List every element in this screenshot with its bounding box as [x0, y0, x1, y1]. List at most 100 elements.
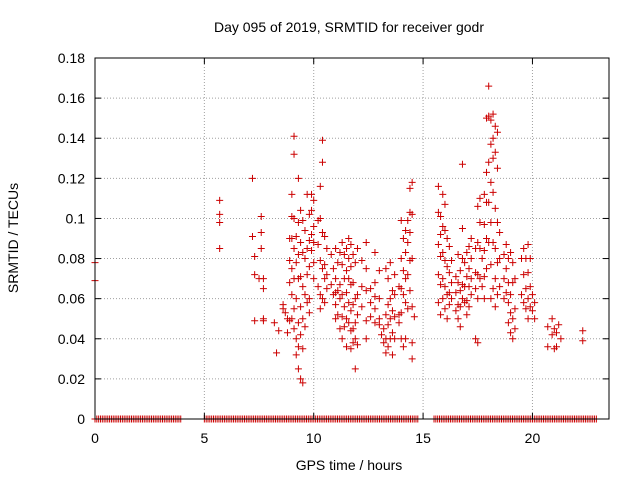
data-point — [388, 329, 396, 337]
data-point — [548, 315, 556, 323]
data-point — [445, 243, 453, 251]
data-point — [507, 249, 515, 257]
data-point — [485, 158, 493, 166]
data-point — [308, 190, 316, 198]
data-point — [349, 339, 357, 347]
data-point — [526, 255, 534, 263]
data-point — [493, 259, 501, 267]
data-point — [406, 287, 414, 295]
axis-ticks — [94, 57, 609, 420]
data-point — [380, 325, 388, 333]
data-point — [452, 289, 460, 297]
data-point — [402, 249, 410, 257]
data-point — [286, 257, 294, 265]
data-point — [467, 235, 475, 242]
data-point — [496, 255, 504, 263]
data-point — [336, 325, 344, 333]
data-point — [467, 255, 475, 263]
data-point — [299, 249, 307, 257]
data-point — [463, 297, 471, 305]
data-point — [338, 313, 346, 321]
data-point — [408, 339, 416, 347]
data-point — [480, 220, 488, 228]
data-point — [474, 239, 482, 247]
chart-title: Day 095 of 2019, SRMTID for receiver god… — [214, 19, 484, 35]
x-axis-label: GPS time / hours — [296, 457, 403, 473]
data-point — [489, 239, 497, 247]
data-point — [371, 319, 379, 327]
data-point — [305, 295, 313, 303]
data-point — [308, 247, 316, 255]
data-point — [467, 291, 475, 299]
data-point — [362, 335, 370, 343]
data-point — [279, 305, 287, 313]
data-point — [375, 321, 383, 329]
data-point — [511, 305, 519, 313]
data-point — [509, 259, 517, 267]
data-point — [480, 273, 488, 281]
data-point — [371, 305, 379, 313]
data-point — [294, 251, 302, 259]
data-point — [299, 345, 307, 353]
data-point — [524, 315, 532, 323]
data-point — [351, 365, 359, 373]
data-point — [347, 345, 355, 353]
data-point — [491, 122, 499, 130]
data-point — [526, 303, 534, 311]
grid-lines — [95, 58, 609, 419]
data-point — [345, 319, 353, 327]
data-point — [448, 295, 456, 303]
data-point — [290, 245, 298, 253]
data-point — [487, 116, 495, 124]
data-point — [290, 325, 298, 333]
data-point — [349, 279, 357, 287]
data-point — [351, 335, 359, 343]
data-point — [408, 355, 416, 363]
data-point — [310, 196, 318, 204]
data-point — [511, 275, 519, 283]
data-point — [491, 245, 499, 253]
data-point — [290, 214, 298, 222]
data-point — [441, 226, 449, 234]
data-point — [408, 303, 416, 311]
data-point — [283, 329, 291, 337]
data-point — [491, 303, 499, 311]
data-point — [402, 299, 410, 307]
data-point — [316, 291, 324, 299]
data-point — [281, 309, 289, 317]
data-point — [439, 249, 447, 257]
data-point — [489, 154, 497, 162]
data-point — [437, 281, 445, 289]
data-point — [437, 311, 445, 319]
data-point — [448, 279, 456, 287]
data-point — [351, 259, 359, 267]
data-point — [371, 279, 379, 287]
data-point — [489, 285, 497, 293]
data-point — [474, 202, 482, 210]
data-point — [297, 375, 305, 383]
data-point — [216, 210, 224, 218]
data-point — [297, 331, 305, 339]
data-point — [323, 285, 331, 293]
data-point — [371, 249, 379, 257]
data-point — [439, 275, 447, 283]
data-point — [336, 249, 344, 257]
data-point — [395, 319, 403, 327]
data-point — [476, 218, 484, 226]
data-point — [338, 291, 346, 299]
data-point — [367, 299, 375, 307]
data-point — [476, 245, 484, 253]
data-point — [292, 232, 300, 240]
data-point — [480, 190, 488, 198]
data-point — [463, 311, 471, 319]
y-tick-label: 0.12 — [58, 170, 85, 186]
data-point — [434, 271, 442, 279]
data-point — [345, 255, 353, 263]
data-point — [318, 265, 326, 273]
data-point — [384, 275, 392, 283]
data-point — [318, 295, 326, 303]
data-point — [345, 235, 353, 242]
data-point — [502, 289, 510, 297]
data-point — [299, 283, 307, 291]
data-point — [550, 325, 558, 333]
